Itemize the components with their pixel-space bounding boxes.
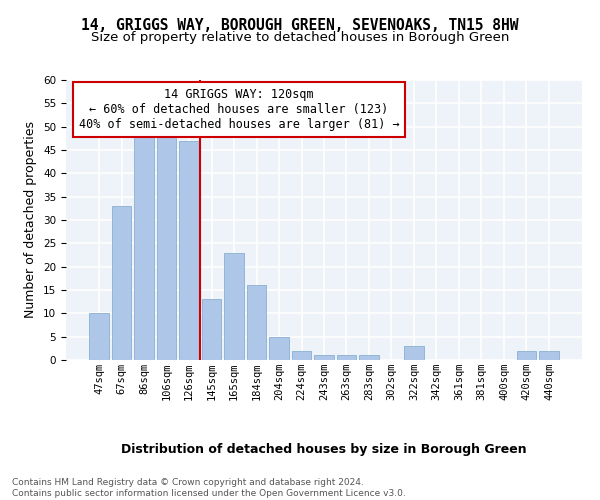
Bar [359, 356, 379, 360]
Bar [89, 314, 109, 360]
Bar [404, 346, 424, 360]
Text: Size of property relative to detached houses in Borough Green: Size of property relative to detached ho… [91, 31, 509, 44]
Bar [539, 350, 559, 360]
Bar [337, 356, 356, 360]
Bar [134, 136, 154, 360]
Bar [112, 206, 131, 360]
Text: 14 GRIGGS WAY: 120sqm
← 60% of detached houses are smaller (123)
40% of semi-det: 14 GRIGGS WAY: 120sqm ← 60% of detached … [79, 88, 399, 132]
Y-axis label: Number of detached properties: Number of detached properties [25, 122, 37, 318]
Bar [292, 350, 311, 360]
Bar [179, 140, 199, 360]
Text: Distribution of detached houses by size in Borough Green: Distribution of detached houses by size … [121, 442, 527, 456]
Bar [247, 286, 266, 360]
Bar [269, 336, 289, 360]
Bar [224, 252, 244, 360]
Bar [157, 136, 176, 360]
Text: 14, GRIGGS WAY, BOROUGH GREEN, SEVENOAKS, TN15 8HW: 14, GRIGGS WAY, BOROUGH GREEN, SEVENOAKS… [81, 18, 519, 32]
Bar [202, 300, 221, 360]
Bar [314, 356, 334, 360]
Text: Contains HM Land Registry data © Crown copyright and database right 2024.
Contai: Contains HM Land Registry data © Crown c… [12, 478, 406, 498]
Bar [517, 350, 536, 360]
